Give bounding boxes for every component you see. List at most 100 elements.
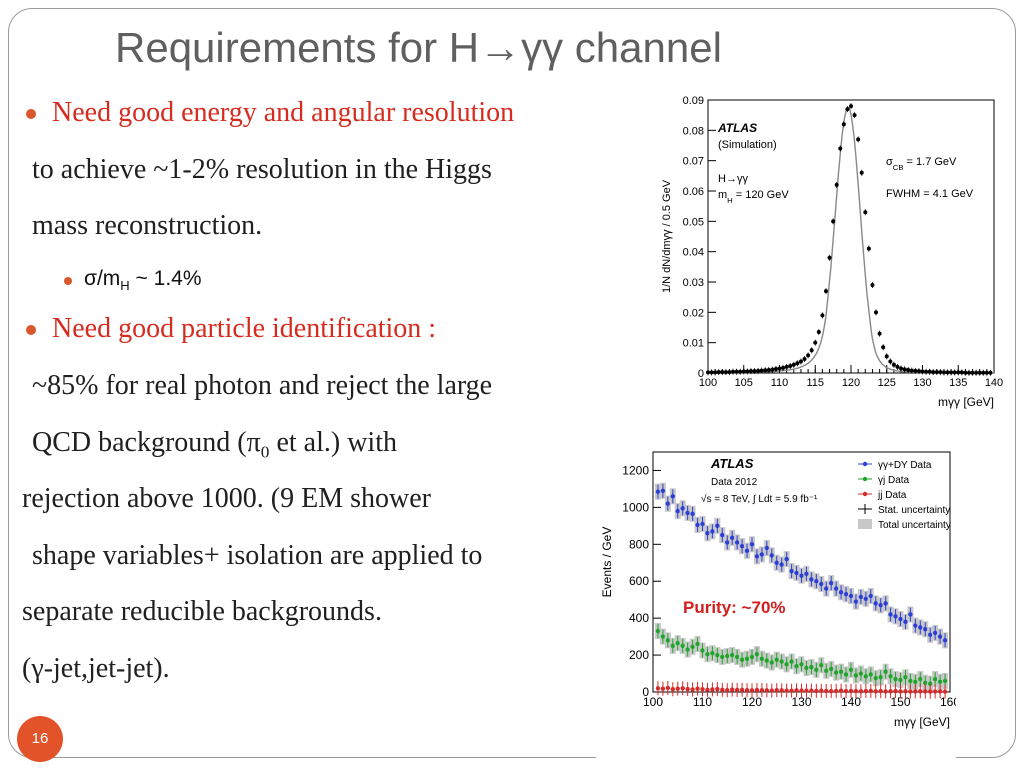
data-point — [720, 687, 725, 692]
data-point — [685, 686, 690, 692]
x-tick-label: 135 — [949, 377, 967, 389]
data-point — [984, 370, 989, 375]
bullet-text-line: to achieve ~1-2% resolution in the Higgs — [32, 154, 492, 185]
y-axis-label: Events / GeV — [600, 527, 614, 598]
bullet-dot — [26, 109, 36, 119]
data-point — [895, 364, 900, 369]
data-point — [720, 532, 725, 538]
data-point — [856, 137, 861, 142]
data-point — [956, 370, 961, 375]
data-point — [843, 688, 849, 694]
data-point — [970, 370, 975, 375]
y-tick-label: 0.01 — [683, 338, 704, 350]
data-point — [937, 679, 943, 685]
x-tick-label: 140 — [841, 695, 861, 709]
y-tick-label: 0.02 — [683, 307, 704, 319]
data-point — [809, 664, 814, 670]
data-point — [863, 596, 869, 601]
data-point — [715, 686, 720, 692]
pi-subscript: 0 — [260, 442, 270, 462]
data-point — [932, 676, 938, 682]
process-label: H→γγ — [718, 173, 748, 185]
data-point — [916, 369, 921, 374]
data-point — [734, 654, 740, 660]
data-point — [660, 488, 666, 493]
data-point — [937, 634, 943, 639]
bullet-text-line: separate reducible backgrounds. — [22, 596, 382, 627]
data-point — [764, 688, 770, 693]
y-tick-label: 0.09 — [683, 95, 704, 107]
data-point — [660, 634, 666, 639]
simulation-label: (Simulation) — [718, 139, 777, 151]
slide-frame — [8, 8, 1016, 758]
data-point — [710, 651, 715, 656]
data-point — [741, 369, 746, 374]
data-point — [734, 540, 740, 545]
data-point — [655, 686, 661, 691]
y-tick-label: 0.03 — [683, 277, 704, 289]
data-point — [769, 660, 774, 665]
data-point — [829, 688, 834, 694]
data-point — [942, 678, 948, 684]
data-point — [859, 170, 864, 175]
data-point — [720, 370, 725, 375]
data-point — [680, 686, 685, 691]
data-point — [883, 601, 888, 606]
data-point — [903, 675, 908, 680]
data-point — [959, 370, 964, 375]
x-axis-label: mγγ [GeV] — [938, 395, 994, 409]
data-point — [920, 369, 925, 374]
data-point — [888, 612, 893, 617]
data-point — [789, 659, 794, 664]
data-point — [833, 670, 839, 675]
data-point — [725, 653, 730, 659]
data-point — [908, 612, 913, 617]
data-point — [849, 104, 853, 109]
legend-label: Stat. uncertainty — [878, 505, 950, 516]
data-point — [952, 370, 957, 375]
data-point — [838, 669, 844, 674]
bullet-energy-resolution: Need good energy and angular resolution — [52, 97, 515, 128]
x-tick-label: 120 — [842, 377, 860, 389]
legend-label: γj Data — [878, 475, 910, 486]
data-point — [670, 494, 675, 499]
y-tick-label: 400 — [629, 611, 649, 625]
data-point — [690, 687, 695, 692]
data-point — [766, 367, 771, 372]
data-point — [893, 688, 898, 694]
y-tick-label: 1200 — [622, 463, 649, 477]
bullet-particle-id: Need good particle identification : — [52, 313, 437, 344]
bullet-text-line: mass reconstruction. — [32, 210, 263, 241]
data-point — [700, 687, 705, 692]
data-point — [769, 688, 774, 693]
data-point — [759, 687, 765, 693]
data-point — [833, 586, 839, 591]
data-point — [710, 529, 715, 534]
data-point — [745, 369, 750, 374]
sub-bullet-sigma: σ/mH ~ 1.4% — [84, 267, 202, 293]
data-point — [784, 556, 789, 562]
data-point — [710, 687, 715, 692]
data-point — [873, 675, 878, 681]
data-point — [809, 688, 814, 693]
data-point — [789, 688, 794, 693]
data-point — [690, 644, 695, 649]
y-axis-label: 1/N dN/dmγγ / 0.5 GeV — [661, 179, 673, 293]
data-point — [838, 688, 844, 693]
data-point — [923, 680, 928, 685]
data-point — [705, 651, 710, 657]
data-point — [932, 630, 938, 636]
data-point — [883, 689, 888, 694]
data-point — [903, 619, 908, 625]
data-point — [754, 687, 760, 693]
data-point — [928, 632, 933, 637]
data-point — [819, 688, 824, 693]
data-point — [809, 348, 814, 353]
data-point — [794, 688, 799, 693]
data-point — [715, 652, 720, 658]
data-point — [670, 687, 675, 692]
data-point — [739, 687, 745, 692]
data-point — [706, 370, 710, 375]
data-point — [748, 369, 753, 374]
bullet-text-line: shape variables+ isolation are applied t… — [32, 540, 483, 571]
